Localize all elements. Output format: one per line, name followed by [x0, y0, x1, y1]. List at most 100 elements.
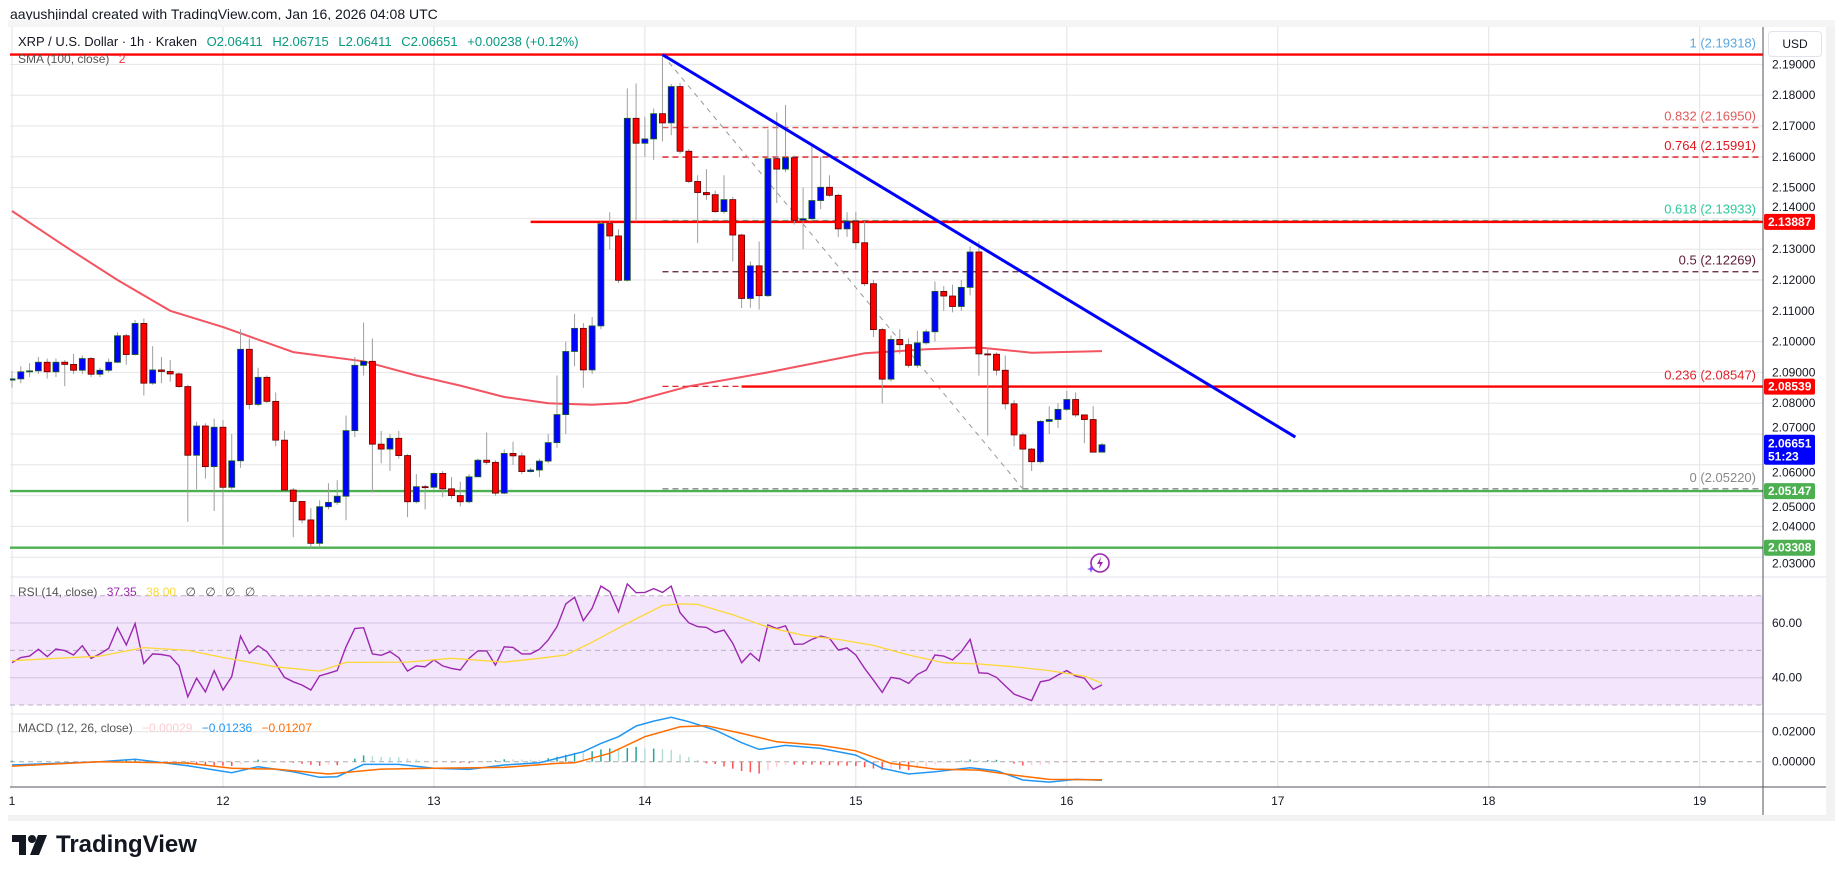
candle-body-down [298, 501, 306, 521]
candle [193, 421, 200, 490]
symbol-legend[interactable]: XRP / U.S. Dollar · 1h · Kraken O2.06411… [18, 34, 579, 49]
fib-level-label: 0.5 (2.12269) [1679, 253, 1756, 268]
lightning-icon[interactable] [1087, 553, 1110, 573]
candle [421, 484, 429, 510]
rsi-tick-label: 40.00 [1772, 671, 1802, 685]
candle-body-up [210, 426, 218, 468]
candle-body-up [597, 223, 605, 327]
candle-body-down [659, 113, 666, 124]
candle-body-down [870, 283, 877, 330]
candle [1054, 403, 1062, 428]
candle-body-up [966, 251, 974, 288]
candle [641, 116, 649, 157]
candle-body-up [1054, 408, 1062, 420]
candle [140, 318, 148, 396]
candle [439, 470, 447, 498]
candle-body-up [817, 186, 825, 201]
price-tick-label: 2.17000 [1772, 119, 1816, 133]
time-tick-label: 18 [1482, 794, 1496, 808]
price-tick-label: 2.07000 [1772, 421, 1816, 435]
candle-body-down [790, 157, 798, 221]
time-axis[interactable]: 1 12 13 14 15 16 17 18 19 [9, 794, 1707, 808]
candle-body-down [1072, 399, 1079, 416]
candle [131, 320, 139, 356]
candle-body-up [782, 157, 789, 170]
candle-body-down [579, 327, 587, 371]
fib-level-label: 0.236 (2.08547) [1664, 367, 1756, 382]
candle [518, 452, 526, 475]
candle [316, 500, 324, 548]
candle-body-up [412, 486, 420, 503]
candle-body-up [544, 442, 552, 462]
candle-body-up [52, 361, 60, 373]
candle [984, 347, 992, 436]
candle-body-down [439, 473, 447, 490]
candle [43, 358, 51, 379]
candle [527, 467, 535, 473]
candle-body-down [993, 353, 1000, 371]
candle-body-up [114, 335, 121, 363]
candle-body-down [685, 150, 693, 182]
candle-body-up [1037, 420, 1044, 463]
candle [342, 415, 350, 521]
candle [843, 212, 851, 237]
candle-body-up [342, 430, 350, 497]
price-tick-label: 2.08000 [1772, 396, 1816, 410]
candle [975, 241, 983, 376]
price-tick-label: 2.12000 [1772, 273, 1816, 287]
candle-body-down [307, 519, 315, 544]
rsi-extra: ∅ [205, 585, 216, 599]
macd-value: −0.01236 [201, 721, 253, 735]
candle-body-down [694, 181, 702, 193]
candle-body-down [421, 486, 429, 489]
candle-body-up [1098, 444, 1106, 453]
candle-body-down [738, 234, 745, 299]
candle [623, 88, 631, 282]
candle [817, 156, 825, 210]
candle-body-down [509, 453, 517, 457]
candle-body-down [826, 186, 833, 196]
price-axis[interactable]: 2.03000 2.04000 2.05000 2.06000 2.07000 2.080… [1764, 57, 1816, 769]
time-tick-label: 13 [427, 794, 441, 808]
candle-body-down [1019, 434, 1027, 450]
candle [245, 338, 253, 410]
candle-body-down [949, 295, 956, 307]
candle [430, 472, 438, 490]
candle [834, 193, 842, 237]
candle [861, 221, 869, 287]
candle [105, 358, 113, 373]
price-line-label-text: 2.03308 [1768, 541, 1812, 555]
candle-body-down [201, 425, 209, 468]
candle [333, 480, 341, 505]
candle [228, 434, 236, 490]
price-tick-label: 2.10000 [1772, 335, 1816, 349]
candle-body-down [166, 371, 174, 375]
candle [210, 418, 218, 511]
candle [685, 149, 693, 183]
candle [272, 392, 280, 447]
macd-tick-label: 0.02000 [1772, 725, 1816, 739]
candle-body-down [1089, 419, 1097, 453]
rsi-value: 37.35 [106, 585, 137, 599]
price-tick-label: 2.06000 [1772, 466, 1816, 480]
candle [896, 329, 904, 354]
symbol-name: XRP / U.S. Dollar · 1h · Kraken [18, 34, 197, 49]
rsi-extra: ∅ [244, 585, 256, 599]
sma-legend[interactable]: SMA (100, close) 2 [18, 52, 125, 66]
candle-body-down [773, 158, 781, 170]
tradingview-logo[interactable]: TradingView [12, 831, 197, 859]
price-line-label-bg [1764, 483, 1815, 500]
price-line-label: 2.03308 [1764, 539, 1815, 556]
candle [755, 241, 763, 310]
candle-body-up [10, 378, 16, 381]
candle-body-up [922, 331, 930, 344]
time-tick-label: 15 [849, 794, 863, 808]
candle-body-up [720, 199, 728, 213]
candle-body-down [711, 194, 719, 213]
rsi-legend[interactable]: RSI (14, close) 37.35 38.00 ∅ ∅ ∅ ∅ [18, 585, 255, 599]
candle-body-down [940, 290, 948, 297]
currency-button[interactable]: USD [1768, 31, 1822, 57]
macd-legend[interactable]: MACD (12, 26, close) −0.00029 −0.01236 −… [18, 721, 312, 735]
candle [931, 281, 939, 342]
